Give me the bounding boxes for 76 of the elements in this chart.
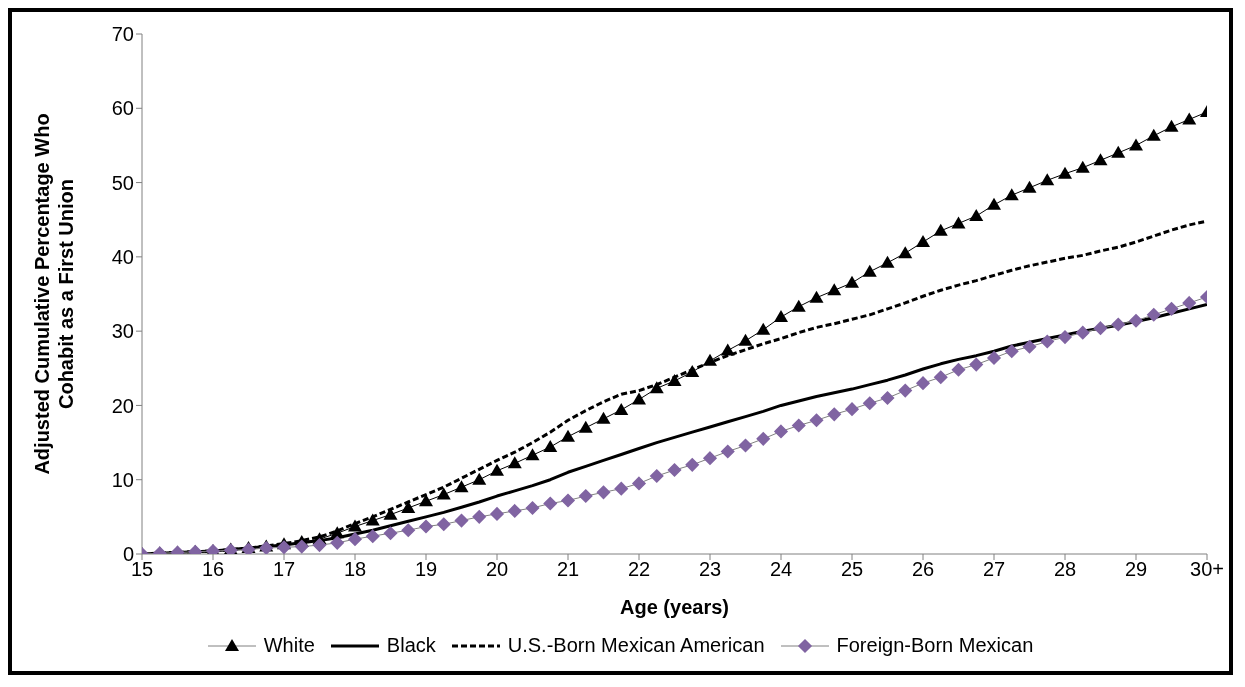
y-tick-label: 30	[111, 320, 134, 343]
x-tick-label: 26	[911, 558, 935, 581]
x-tick-label: 27	[982, 558, 1006, 581]
x-tick-label: 16	[201, 558, 225, 581]
point	[365, 513, 380, 526]
point	[774, 310, 788, 323]
legend-label: White	[263, 634, 315, 657]
point	[720, 343, 735, 356]
y-tick-label: 20	[111, 394, 134, 417]
point	[933, 223, 948, 236]
point	[1164, 119, 1179, 132]
point	[490, 463, 504, 476]
point	[1040, 173, 1055, 186]
point	[969, 209, 984, 221]
point	[1129, 138, 1143, 151]
point	[632, 392, 646, 405]
point	[1075, 160, 1090, 173]
x-tick-label: 22	[627, 558, 651, 581]
x-tick-label: 20	[485, 558, 509, 581]
y-tick-label: 10	[111, 468, 134, 491]
legend-label: U.S.-Born Mexican American	[507, 634, 765, 657]
x-tick-label: 28	[1053, 558, 1077, 581]
point	[348, 519, 362, 532]
x-tick-label: 19	[414, 558, 438, 581]
point	[507, 456, 522, 469]
point	[330, 526, 345, 539]
point	[738, 333, 753, 346]
point	[685, 365, 700, 377]
point	[1111, 145, 1126, 158]
point	[916, 235, 930, 247]
y-tick-label: 70	[111, 23, 134, 46]
y-tick-label: 60	[111, 97, 134, 120]
y-tick-label: 40	[111, 245, 134, 268]
x-axis-title: Age (years)	[620, 596, 729, 618]
point	[472, 472, 487, 485]
y-tick-label: 0	[122, 543, 134, 566]
legend-label: Black	[386, 634, 436, 657]
x-tick-label: 18	[343, 558, 367, 581]
x-tick-label: 17	[272, 558, 296, 581]
y-axis-title: Adjusted Cumulative Percentage Who Cohabit as a First Union	[31, 113, 77, 475]
point	[827, 283, 842, 296]
point	[1022, 180, 1037, 193]
point	[436, 487, 451, 500]
point	[791, 299, 806, 312]
point	[1182, 112, 1197, 125]
point	[951, 216, 966, 229]
y-tick-label: 50	[111, 171, 134, 194]
point	[383, 507, 398, 520]
point	[578, 420, 593, 433]
point	[596, 411, 611, 424]
point	[614, 402, 629, 415]
point	[1093, 153, 1108, 166]
point	[880, 255, 895, 268]
point	[1004, 188, 1019, 201]
point	[419, 494, 433, 507]
point	[756, 322, 771, 335]
point	[809, 290, 824, 303]
x-tick-label: 23	[698, 558, 722, 581]
point	[649, 381, 664, 394]
point	[1146, 128, 1161, 141]
point	[898, 246, 913, 259]
point	[987, 197, 1001, 210]
x-tick-label: 25	[840, 558, 864, 581]
point	[454, 480, 469, 493]
x-tick-label: 24	[769, 558, 793, 581]
point	[561, 429, 575, 442]
point	[862, 264, 877, 277]
point	[845, 275, 859, 288]
point	[1058, 166, 1072, 179]
point	[543, 440, 558, 453]
point	[667, 373, 682, 386]
point	[525, 448, 540, 461]
x-tick-label: 30+	[1190, 558, 1224, 581]
legend-label: Foreign-Born Mexican	[836, 634, 1034, 657]
x-tick-label: 21	[556, 558, 580, 581]
x-tick-label: 29	[1124, 558, 1148, 581]
